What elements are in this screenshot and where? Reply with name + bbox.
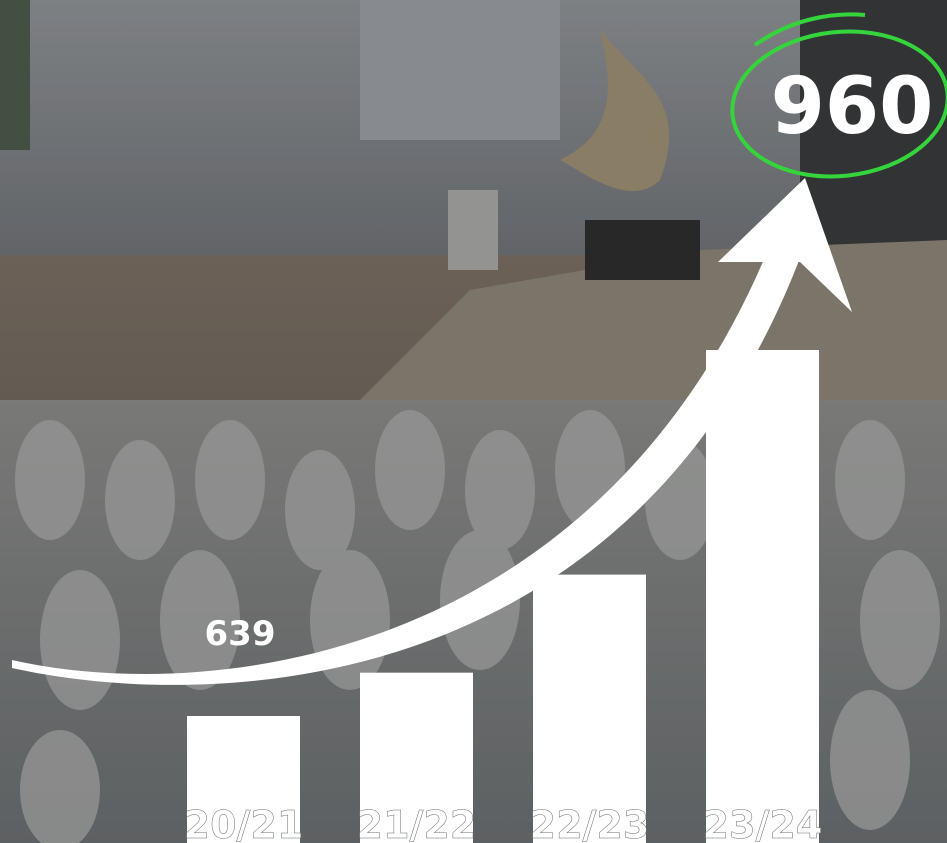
value-label: 639	[205, 614, 276, 654]
infographic: 20/21 21/22 22/23 23/24 639 960	[0, 0, 947, 843]
x-tick-label: 23/24	[703, 803, 823, 843]
x-tick-label: 22/23	[530, 803, 650, 843]
value-label: 960	[771, 62, 934, 152]
page: {"chart_data": {"type": "bar", "categori…	[0, 0, 947, 843]
x-tick-label: 21/22	[357, 803, 477, 843]
x-tick-label: 20/21	[184, 803, 304, 843]
bar	[706, 350, 819, 843]
